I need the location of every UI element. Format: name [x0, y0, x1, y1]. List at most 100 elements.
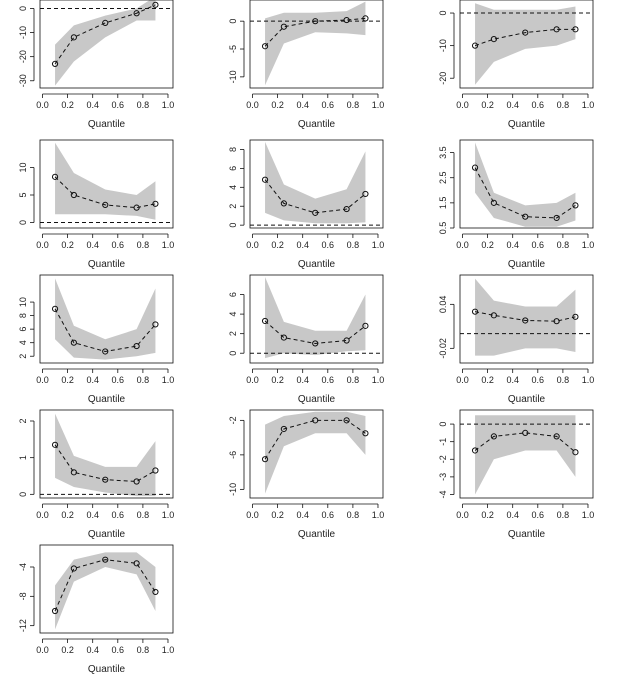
plot-frame — [39, 0, 174, 89]
x-tick-label: 1.0 — [582, 375, 595, 385]
y-tick-label: -3 — [438, 473, 448, 481]
x-tick-label: 0.8 — [347, 240, 360, 250]
x-axis-title: Quantile — [508, 259, 546, 270]
y-tick-label: -4 — [438, 490, 448, 498]
y-tick-label: 0 — [18, 492, 28, 497]
data-point — [343, 16, 350, 24]
data-point — [51, 60, 59, 67]
x-tick-label: 0.6 — [322, 240, 335, 250]
confidence-band — [55, 413, 156, 497]
x-tick-label: 0.6 — [532, 100, 545, 110]
panel: 0.0 0.2 0.4 0.6 0.8 1.0 Quantile 0 -10 -20 -30 — [18, 0, 174, 130]
x-tick-label: 0.0 — [36, 645, 49, 655]
confidence-band — [265, 1, 366, 86]
x-tick-label: 0.0 — [246, 100, 259, 110]
plot-frame — [39, 544, 174, 634]
x-axis-title: Quantile — [508, 529, 546, 540]
x-axis-title: Quantile — [298, 119, 336, 130]
data-point — [522, 213, 529, 220]
confidence-band — [265, 411, 366, 494]
data-point — [280, 334, 287, 341]
panel: 0.0 0.2 0.4 0.6 0.8 1.0 Quantile 0 2 4 6 — [228, 274, 384, 405]
x-tick-label: 0.4 — [86, 645, 99, 655]
x-axis-title: Quantile — [508, 394, 546, 405]
data-point — [152, 321, 159, 328]
plot-frame — [249, 274, 384, 364]
x-tick-label: 0.0 — [36, 240, 49, 250]
data-point — [51, 441, 59, 448]
x-tick-label: 1.0 — [582, 510, 595, 520]
x-tick-label: 1.0 — [162, 375, 175, 385]
x-tick-label: 0.2 — [61, 100, 74, 110]
data-point — [490, 36, 497, 43]
y-tick-label: -5 — [228, 45, 238, 53]
y-tick-label: -10 — [438, 39, 448, 52]
x-tick-label: 0.4 — [506, 375, 519, 385]
panel: 0.0 0.2 0.4 0.6 0.8 1.0 Quantile 0 -10 -20 — [438, 0, 594, 130]
data-point — [490, 312, 497, 319]
y-tick-label: -10 — [18, 26, 28, 39]
x-tick-label: 0.4 — [86, 375, 99, 385]
confidence-band — [475, 415, 576, 495]
x-axis-title: Quantile — [508, 119, 546, 130]
y-tick-label: 6 — [228, 292, 238, 297]
y-tick-label: 1 — [18, 455, 28, 460]
x-tick-label: 0.8 — [137, 375, 150, 385]
y-tick-label: 0.5 — [438, 222, 448, 235]
data-point — [572, 202, 579, 209]
x-axis-title: Quantile — [298, 394, 336, 405]
y-tick-label: -30 — [18, 74, 28, 87]
data-point — [522, 317, 529, 324]
data-point — [152, 588, 159, 596]
y-tick-label: 4 — [18, 340, 28, 345]
data-point — [343, 205, 350, 213]
data-point — [133, 560, 140, 567]
confidence-band — [265, 141, 366, 224]
x-tick-label: 0.6 — [322, 375, 335, 385]
y-tick-label: 2 — [228, 331, 238, 336]
x-tick-label: 0.4 — [86, 510, 99, 520]
x-tick-label: 0.0 — [36, 510, 49, 520]
estimate-line — [54, 444, 156, 483]
x-tick-label: 0.2 — [61, 375, 74, 385]
x-tick-label: 0.2 — [271, 240, 284, 250]
data-point — [471, 164, 479, 171]
x-tick-label: 1.0 — [372, 510, 385, 520]
data-point — [133, 10, 140, 17]
x-tick-label: 0.4 — [296, 510, 309, 520]
x-tick-label: 0.2 — [481, 375, 494, 385]
x-tick-label: 0.0 — [246, 510, 259, 520]
data-point — [343, 417, 350, 424]
x-tick-label: 0.2 — [271, 510, 284, 520]
y-tick-label: 0.04 — [438, 296, 448, 314]
plot-frame — [459, 409, 594, 499]
data-point — [51, 173, 59, 180]
y-tick-label: -10 — [228, 70, 238, 83]
data-point — [553, 318, 560, 325]
x-tick-label: 1.0 — [372, 240, 385, 250]
x-axis-title: Quantile — [88, 394, 126, 405]
y-tick-label: 0 — [438, 422, 448, 427]
data-point — [70, 339, 77, 346]
y-tick-label: 4 — [228, 312, 238, 317]
x-tick-label: 0.8 — [557, 375, 570, 385]
data-point — [312, 417, 319, 424]
y-tick-label: 2 — [228, 204, 238, 209]
x-tick-label: 1.0 — [162, 645, 175, 655]
data-point — [261, 176, 269, 183]
x-tick-label: 0.6 — [532, 375, 545, 385]
data-point — [261, 456, 269, 463]
y-tick-label: 0 — [18, 6, 28, 11]
x-tick-label: 0.6 — [112, 240, 125, 250]
x-axis-title: Quantile — [298, 529, 336, 540]
data-point — [70, 191, 77, 199]
panel: 0.0 0.2 0.4 0.6 0.8 1.0 Quantile 0 5 10 — [18, 139, 174, 270]
y-tick-label: 8 — [18, 313, 28, 318]
x-tick-label: 0.6 — [112, 510, 125, 520]
y-tick-label: 6 — [18, 327, 28, 332]
plot-frame — [39, 274, 174, 364]
data-point — [572, 26, 579, 33]
x-tick-label: 0.4 — [296, 240, 309, 250]
data-point — [490, 433, 497, 440]
confidence-band — [475, 278, 576, 356]
